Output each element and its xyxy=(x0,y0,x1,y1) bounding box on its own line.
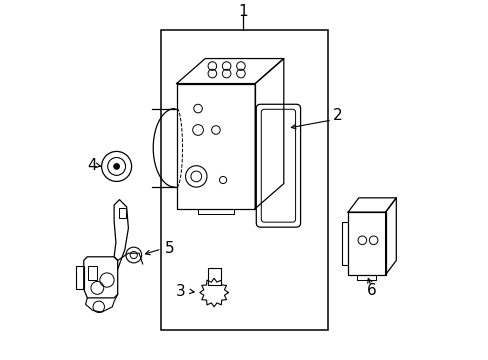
Text: 6: 6 xyxy=(366,283,375,298)
Bar xyxy=(347,212,385,275)
Bar xyxy=(88,266,97,280)
Text: 2: 2 xyxy=(332,108,342,123)
Text: 5: 5 xyxy=(164,242,174,256)
Bar xyxy=(160,30,328,330)
Circle shape xyxy=(114,163,119,169)
Bar xyxy=(176,84,255,208)
Bar xyxy=(207,268,220,285)
FancyBboxPatch shape xyxy=(256,104,300,227)
Text: 4: 4 xyxy=(86,158,96,173)
Text: 1: 1 xyxy=(238,4,247,19)
Text: 3: 3 xyxy=(175,284,184,299)
Bar xyxy=(119,207,125,217)
Bar xyxy=(76,266,84,289)
